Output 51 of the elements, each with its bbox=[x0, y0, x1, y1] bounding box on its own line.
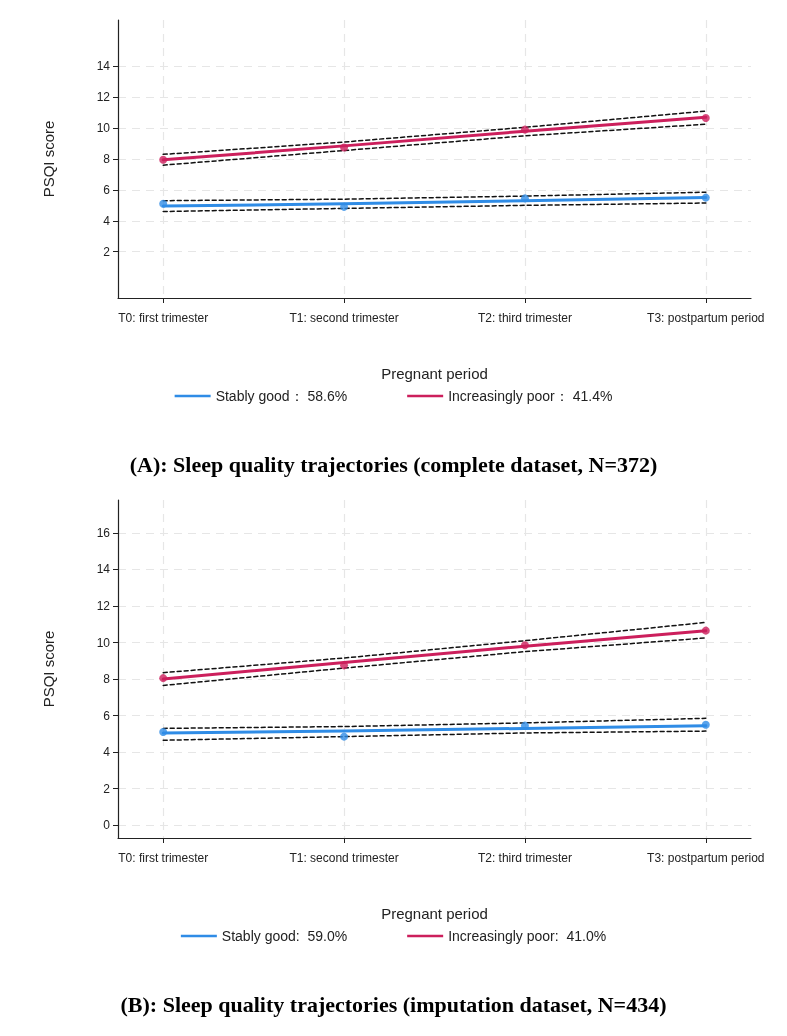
point bbox=[340, 143, 349, 152]
point bbox=[159, 674, 168, 683]
y-tick-label: 4 bbox=[103, 745, 111, 760]
point bbox=[701, 193, 710, 202]
legend-label: Stably good： 58.6% bbox=[215, 388, 348, 404]
y-tick-label: 10 bbox=[96, 121, 111, 136]
line-series bbox=[162, 637, 707, 687]
line-series bbox=[162, 730, 707, 741]
y-tick-label: 16 bbox=[96, 525, 111, 540]
text: (B): Sleep quality trajectories (imputation dataset, N=434) bbox=[120, 991, 667, 1017]
point bbox=[701, 626, 710, 635]
y-tick-label: 14 bbox=[96, 59, 111, 74]
legend-label: Increasingly poor： 41.4% bbox=[448, 388, 613, 404]
legend-label: Stably good: 59.0% bbox=[221, 928, 348, 944]
point bbox=[159, 199, 168, 208]
x-tick-label: T3: postpartum period bbox=[647, 851, 765, 865]
point bbox=[701, 720, 710, 729]
y-tick-label: 0 bbox=[103, 818, 111, 833]
y-tick-label: 6 bbox=[103, 708, 111, 723]
y-tick-label: 14 bbox=[96, 562, 111, 577]
x-tick-label: T2: third trimester bbox=[477, 851, 572, 865]
y-tick-label: 6 bbox=[103, 182, 111, 197]
y-tick-label: 10 bbox=[96, 635, 111, 650]
point bbox=[159, 728, 168, 737]
x-axis-title: Pregnant period bbox=[381, 365, 488, 382]
point bbox=[701, 114, 710, 123]
y-tick-label: 12 bbox=[96, 90, 111, 105]
y-tick-label: 8 bbox=[103, 672, 111, 687]
point bbox=[520, 194, 529, 203]
x-tick-label: T1: second trimester bbox=[289, 311, 399, 325]
y-tick-label: 4 bbox=[103, 213, 111, 228]
y-tick-label: 2 bbox=[103, 781, 111, 796]
y-axis-title: PSQI score bbox=[40, 120, 57, 198]
y-tick-label: 12 bbox=[96, 598, 111, 613]
x-tick-label: T0: first trimester bbox=[118, 851, 209, 865]
x-tick-label: T1: second trimester bbox=[289, 851, 399, 865]
text: (A): Sleep quality trajectories (complete dataset, N=372) bbox=[129, 451, 658, 477]
y-axis-title: PSQI score bbox=[40, 630, 57, 708]
point bbox=[340, 732, 349, 741]
point bbox=[159, 155, 168, 164]
x-tick-label: T2: third trimester bbox=[477, 311, 572, 325]
y-tick-label: 8 bbox=[103, 152, 111, 166]
x-axis-title: Pregnant period bbox=[381, 905, 488, 922]
x-tick-label: T0: first trimester bbox=[118, 311, 209, 325]
point bbox=[520, 641, 529, 650]
point bbox=[340, 661, 349, 670]
point bbox=[340, 202, 349, 211]
x-tick-label: T3: postpartum period bbox=[647, 311, 765, 325]
point bbox=[520, 125, 529, 134]
y-tick-label: 2 bbox=[103, 244, 111, 259]
legend-label: Increasingly poor: 41.0% bbox=[448, 928, 607, 944]
